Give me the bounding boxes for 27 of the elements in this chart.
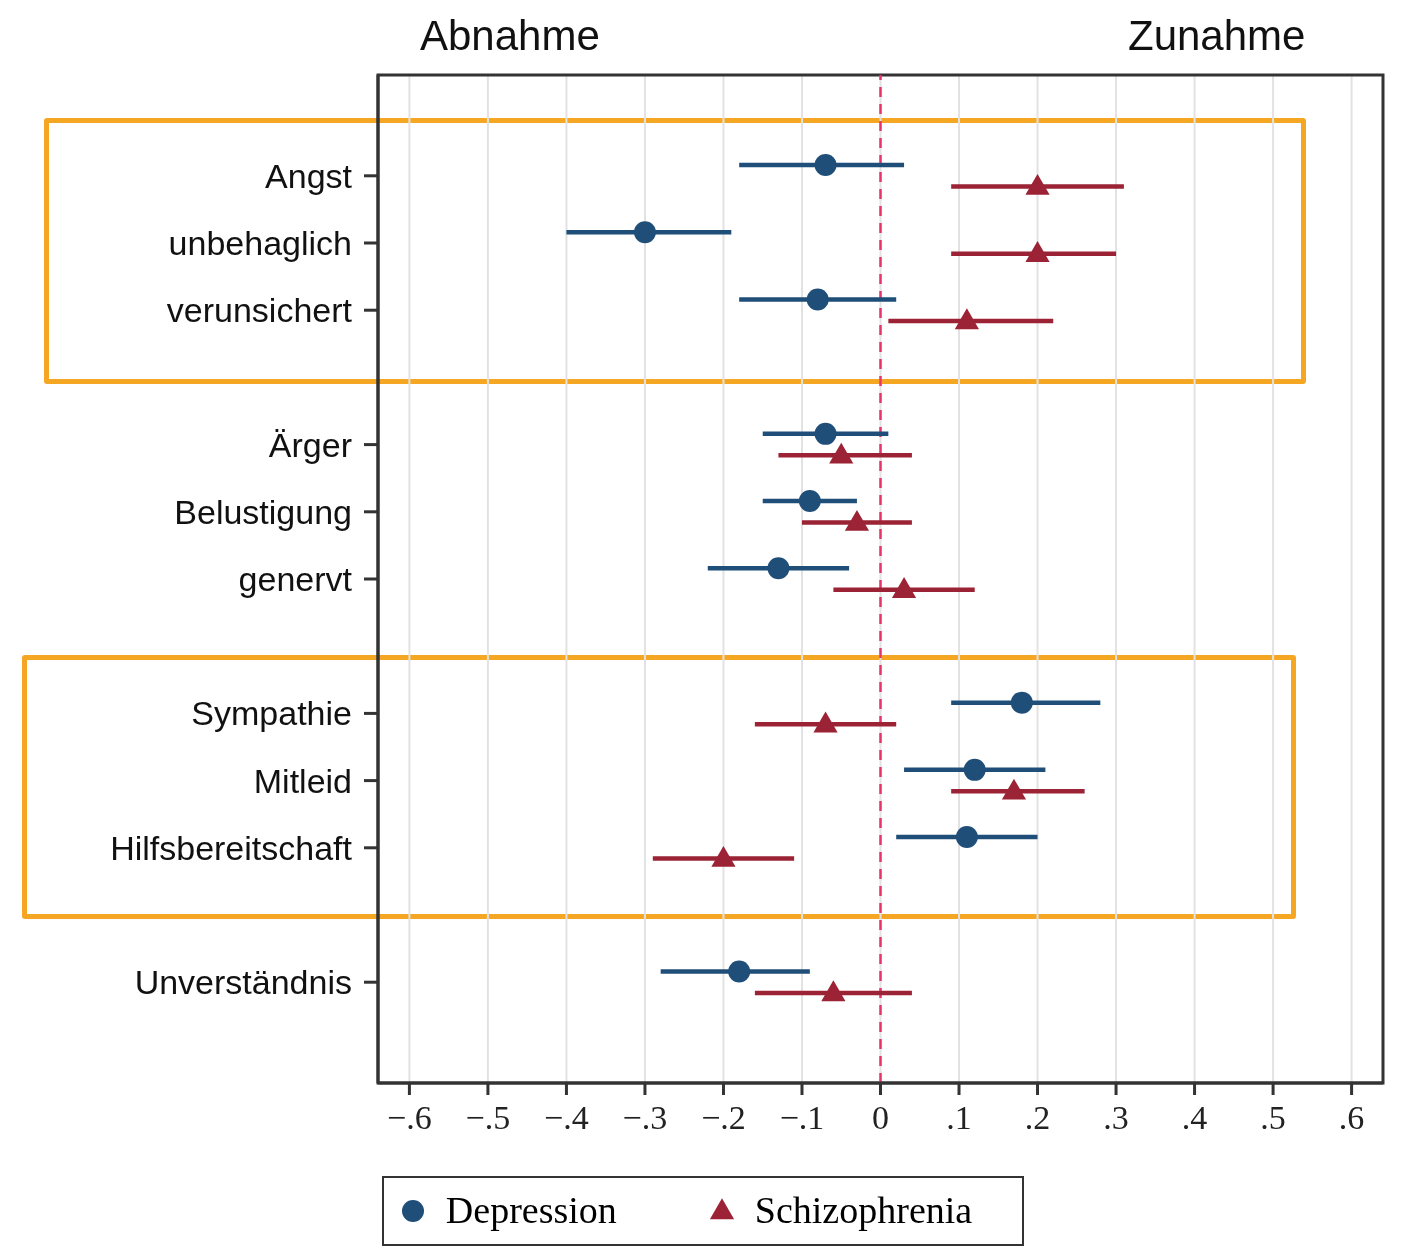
text: Zunahme [1128, 12, 1306, 60]
x-tick-label: .6 [1338, 1099, 1365, 1137]
y-tick-label: genervt [238, 560, 353, 599]
text: Abnahme [420, 12, 600, 60]
y-tick-label: verunsichert [166, 291, 353, 330]
y-tick-label: Sympathie [191, 694, 352, 733]
x-tick-label: .2 [1024, 1099, 1051, 1137]
x-tick-label: −.5 [465, 1099, 511, 1137]
x-tick-label: −.1 [779, 1099, 825, 1137]
y-tick-label: Hilfsbereitschaft [110, 828, 353, 867]
y-tick-label: Unverständnis [134, 963, 352, 1002]
legend-label: Depression [445, 1188, 617, 1232]
y-tick-label: Mitleid [253, 761, 352, 800]
legend-label: Schizophrenia [754, 1188, 973, 1232]
y-tick-label: unbehaglich [168, 224, 352, 263]
x-tick-label: 0 [872, 1099, 889, 1137]
x-tick-label: −.2 [701, 1099, 746, 1137]
x-tick-label: −.4 [544, 1099, 589, 1137]
x-tick-label: −.3 [622, 1099, 668, 1137]
y-tick-label: Ärger [268, 425, 352, 464]
x-tick-label: .3 [1103, 1099, 1129, 1137]
y-tick-label: Angst [265, 156, 353, 195]
x-tick-label: −.6 [387, 1099, 432, 1137]
y-tick-label: Belustigung [174, 492, 352, 531]
x-tick-label: .4 [1181, 1099, 1208, 1137]
x-tick-label: .1 [946, 1099, 972, 1137]
x-tick-label: .5 [1260, 1099, 1286, 1137]
